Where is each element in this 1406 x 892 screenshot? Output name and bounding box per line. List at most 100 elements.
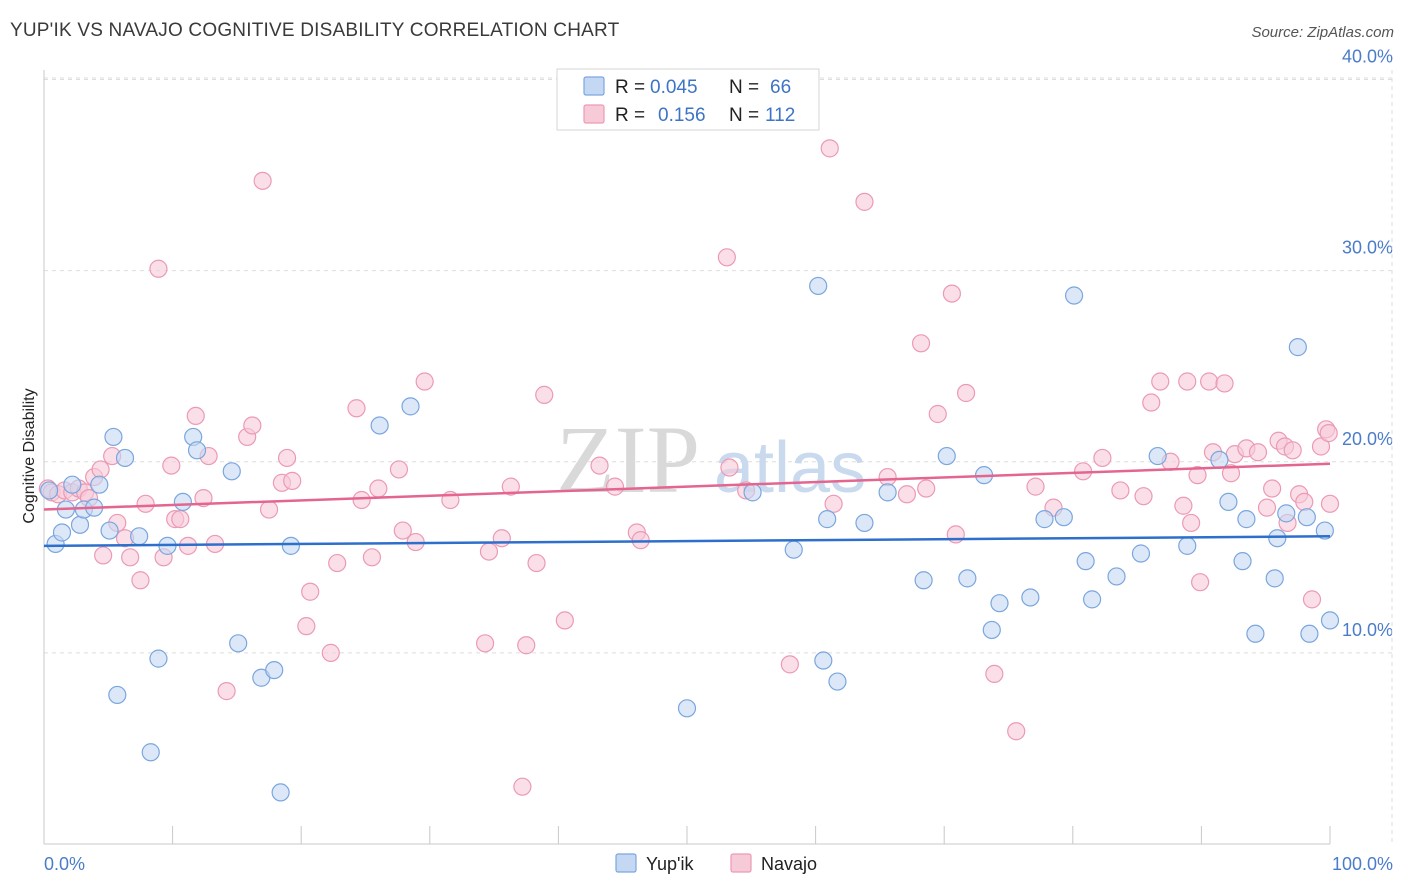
navajo-point [631, 531, 650, 550]
navajo-point [897, 485, 917, 504]
series-legend-swatch-yupik [615, 853, 637, 873]
navajo-point [820, 139, 839, 158]
legend-r-value-navajo: 0.156 [658, 105, 706, 126]
yupik-point [115, 448, 135, 468]
yupik-point [1064, 286, 1084, 305]
navajo-point [347, 399, 366, 418]
chart-title: YUP'IK VS NAVAJO COGNITIVE DISABILITY CO… [10, 20, 620, 41]
yupik-point [1320, 611, 1340, 630]
yupik-point [743, 483, 762, 502]
trend-lines [43, 462, 1331, 548]
navajo-point [1257, 498, 1277, 517]
yupik-point [1265, 569, 1284, 588]
navajo-point [911, 334, 931, 353]
navajo-point [277, 448, 297, 468]
navajo-point [1221, 464, 1241, 483]
yupik-trend-line [43, 535, 1331, 548]
chart-source: Source: ZipAtlas.com [1251, 24, 1394, 41]
legend-r-label-navajo: R = [615, 105, 645, 126]
navajo-point [942, 284, 962, 303]
yupik-point [982, 620, 1001, 640]
navajo-point [301, 582, 320, 601]
yupik-point [1082, 590, 1102, 609]
navajo-points [38, 139, 1340, 796]
legend-r-label-yupik: R = [615, 77, 645, 98]
yupik-point [52, 523, 72, 542]
legend-n-value-navajo: 112 [765, 105, 795, 126]
navajo-point [1151, 372, 1170, 391]
yupik-point [818, 510, 837, 529]
yupik-point [1021, 588, 1040, 607]
yupik-point [108, 685, 127, 705]
yupik-point [809, 276, 828, 296]
navajo-point [1093, 448, 1112, 468]
yupik-point [1246, 624, 1265, 643]
navajo-point [1178, 372, 1197, 391]
yupik-points [40, 276, 1340, 802]
navajo-point [1182, 513, 1201, 533]
yupik-point [1277, 504, 1296, 523]
navajo-point [492, 529, 511, 548]
yupik-point [1131, 544, 1151, 563]
navajo-point [136, 494, 155, 513]
navajo-point [186, 406, 205, 426]
navajo-point [297, 617, 316, 636]
yupik-point [1288, 338, 1307, 357]
yupik-point [1297, 508, 1316, 527]
navajo-point [1302, 590, 1322, 609]
navajo-point [1319, 424, 1338, 443]
navajo-point [1200, 372, 1219, 391]
navajo-point [1111, 481, 1130, 500]
navajo-point [1026, 477, 1045, 496]
navajo-point [928, 404, 947, 424]
navajo-point [94, 546, 113, 565]
navajo-point [1215, 374, 1234, 393]
yupik-point [1268, 529, 1287, 548]
yupik-point [1107, 567, 1126, 586]
yupik-point [1210, 450, 1229, 469]
yupik-point [40, 481, 59, 500]
y-tick-label: 20.0% [1342, 429, 1393, 449]
y-axis-title: Cognitive Disability [21, 388, 38, 523]
navajo-point [475, 634, 495, 653]
navajo-point [590, 456, 609, 475]
yupik-point [222, 462, 241, 481]
navajo-point [362, 548, 382, 567]
yupik-point [878, 483, 897, 502]
yupik-point [937, 446, 956, 466]
yupik-point [187, 441, 207, 460]
legend-n-label-navajo: N = [729, 105, 759, 126]
yupik-point [1076, 552, 1095, 571]
axes: 0.0% 100.0% [43, 70, 1393, 874]
navajo-point [985, 664, 1004, 684]
navajo-point [253, 171, 272, 190]
yupik-point [814, 651, 833, 670]
navajo-point [1248, 443, 1268, 462]
navajo-point [780, 655, 799, 674]
navajo-point [878, 467, 897, 487]
yupik-point [370, 416, 389, 435]
navajo-point [1188, 466, 1207, 485]
navajo-point [1283, 441, 1302, 460]
legend: R = 0.045 N = 66 R = 0.156 N = 112 [556, 68, 820, 131]
legend-n-label-yupik: N = [729, 77, 759, 98]
series-legend-label-yupik: Yup'ik [646, 854, 694, 874]
navajo-point [1191, 573, 1210, 592]
navajo-point [1320, 494, 1340, 513]
navajo-point [1263, 479, 1282, 498]
y-tick-label: 40.0% [1342, 47, 1393, 67]
navajo-point [121, 548, 140, 567]
navajo-point [217, 682, 236, 701]
yupik-point [1237, 510, 1256, 529]
navajo-point [535, 385, 554, 404]
navajo-point [717, 248, 736, 267]
yupik-point [70, 515, 90, 534]
gridlines: 10.0% 20.0% 30.0% 40.0% [44, 47, 1393, 844]
yupik-point [677, 699, 697, 718]
navajo-point [149, 259, 168, 278]
navajo-point [162, 456, 181, 475]
yupik-point [1300, 624, 1319, 643]
yupik-point [914, 571, 933, 590]
yupik-point [141, 743, 160, 762]
navajo-point [720, 458, 739, 477]
